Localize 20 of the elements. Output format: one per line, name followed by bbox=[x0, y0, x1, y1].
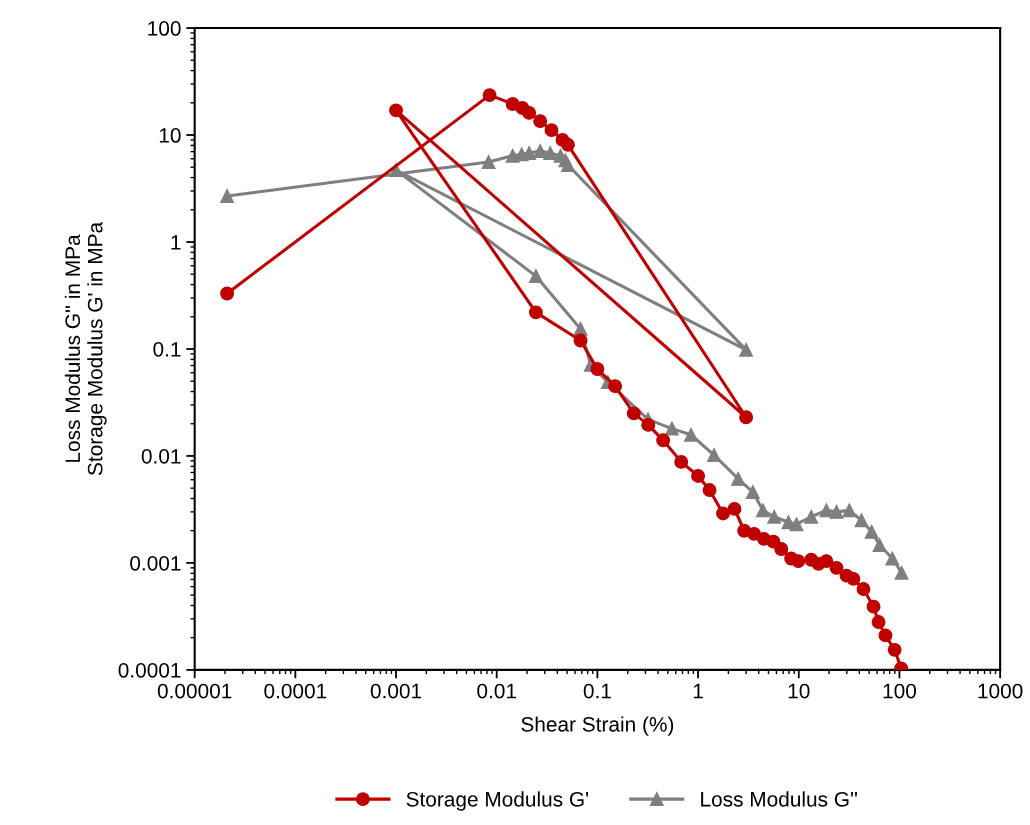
x-axis-title: Shear Strain (%) bbox=[521, 716, 674, 736]
x-tick-label: 0.01 bbox=[477, 683, 516, 699]
y-tick-label: 0.001 bbox=[130, 555, 181, 571]
legend-label: Storage Modulus G' bbox=[406, 791, 589, 811]
y-tick-label: 0.01 bbox=[141, 448, 181, 464]
x-tick-label: 0.0001 bbox=[264, 683, 327, 699]
x-tick-label: 0.00001 bbox=[157, 683, 232, 699]
y-tick-label: 10 bbox=[159, 128, 181, 143]
x-tick-label: 100 bbox=[883, 683, 917, 699]
x-tick-label: 0.1 bbox=[583, 683, 611, 699]
y-tick-label: 0.1 bbox=[153, 341, 181, 357]
x-tick-label: 10 bbox=[788, 683, 810, 699]
y-tick-label: 0.0001 bbox=[118, 662, 181, 678]
y-tick-label: 100 bbox=[148, 21, 181, 36]
y-axis-title: Loss Modulus G'' in MPa Storage Modulus G' in MPa bbox=[64, 221, 107, 476]
y-tick-label: 1 bbox=[171, 235, 181, 250]
x-tick-label: 1000 bbox=[978, 683, 1023, 699]
x-tick-label: 1 bbox=[693, 683, 703, 699]
legend-label: Loss Modulus G'' bbox=[701, 791, 857, 807]
x-tick-label: 0.001 bbox=[370, 683, 422, 699]
